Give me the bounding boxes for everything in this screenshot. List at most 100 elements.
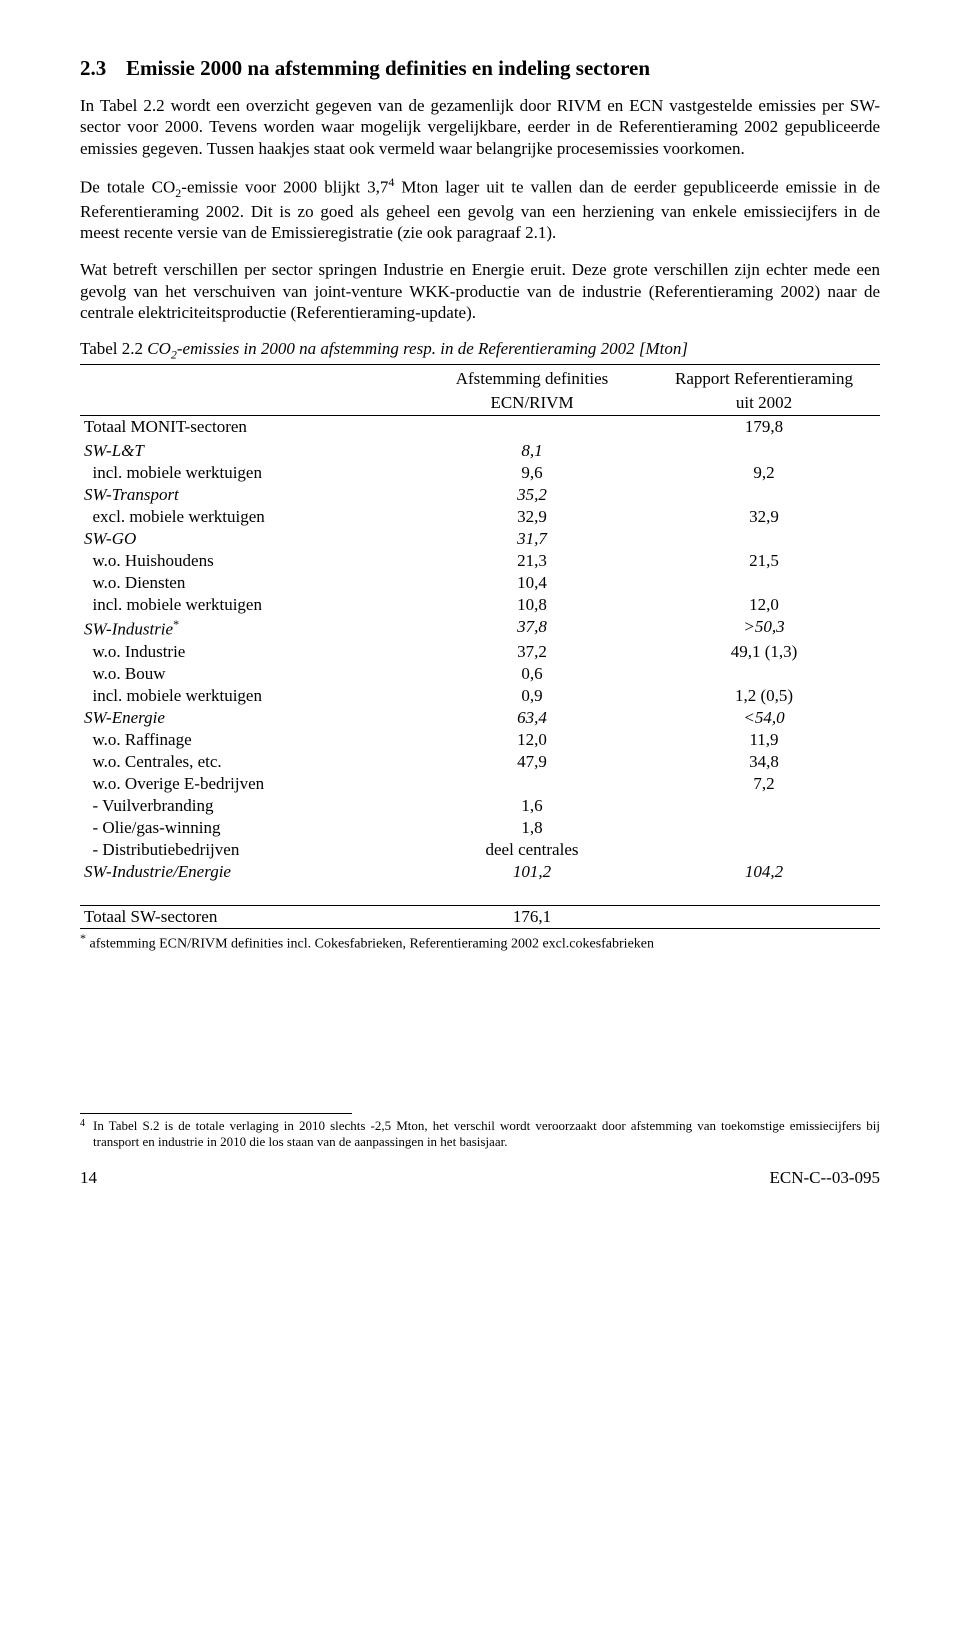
row-c1: 21,3 — [416, 550, 648, 572]
footnote-rule — [80, 1113, 352, 1114]
row-c1: 12,0 — [416, 729, 648, 751]
table-footnote: * afstemming ECN/RIVM definities incl. C… — [80, 929, 880, 953]
table-row: SW-Transport35,2 — [80, 484, 880, 506]
table-total-row: Totaal SW-sectoren176,1 — [80, 906, 880, 929]
row-label: Totaal MONIT-sectoren — [80, 416, 416, 439]
th-empty — [80, 367, 416, 391]
table-row: incl. mobiele werktuigen9,69,2 — [80, 462, 880, 484]
row-label: w.o. Bouw — [80, 663, 416, 685]
th-c1a: Afstemming definities — [416, 367, 648, 391]
row-c1: 0,6 — [416, 663, 648, 685]
row-c2 — [648, 572, 880, 594]
row-c2: 11,9 — [648, 729, 880, 751]
row-c2 — [648, 440, 880, 462]
row-label: w.o. Overige E-bedrijven — [80, 773, 416, 795]
row-label: incl. mobiele werktuigen — [80, 685, 416, 707]
table-row: w.o. Industrie37,249,1 (1,3) — [80, 641, 880, 663]
row-c2 — [648, 839, 880, 861]
row-c2 — [648, 663, 880, 685]
row-label: SW-L&T — [80, 440, 416, 462]
paragraph-3: Wat betreft verschillen per sector sprin… — [80, 259, 880, 323]
table-row: w.o. Bouw0,6 — [80, 663, 880, 685]
paragraph-1: In Tabel 2.2 wordt een overzicht gegeven… — [80, 95, 880, 159]
row-c1: 31,7 — [416, 528, 648, 550]
row-c2: 12,0 — [648, 594, 880, 616]
row-c1: 37,8 — [416, 616, 648, 641]
table-row: - Vuilverbranding1,6 — [80, 795, 880, 817]
cap-c: -emissies in 2000 na afstemming resp. in… — [177, 339, 688, 358]
section-heading: 2.3Emissie 2000 na afstemming definities… — [80, 56, 880, 81]
table-row: w.o. Diensten10,4 — [80, 572, 880, 594]
row-c1 — [416, 773, 648, 795]
row-c1: 101,2 — [416, 861, 648, 883]
table-row: Totaal MONIT-sectoren 179,8 — [80, 416, 880, 439]
page-number: 14 — [80, 1168, 97, 1188]
page: 2.3Emissie 2000 na afstemming definities… — [0, 0, 960, 1228]
row-c2: 21,5 — [648, 550, 880, 572]
footnote-4-number: 4 — [80, 1118, 85, 1151]
table-row: incl. mobiele werktuigen0,91,2 (0,5) — [80, 685, 880, 707]
cap-b: CO — [147, 339, 171, 358]
row-c1: 63,4 — [416, 707, 648, 729]
total-label: Totaal SW-sectoren — [80, 906, 416, 929]
row-label: SW-Transport — [80, 484, 416, 506]
row-c2 — [648, 484, 880, 506]
table-row: - Distributiebedrijvendeel centrales — [80, 839, 880, 861]
row-c1: 1,8 — [416, 817, 648, 839]
row-c2: 32,9 — [648, 506, 880, 528]
page-footer: 14 ECN-C--03-095 — [80, 1168, 880, 1188]
row-label: SW-Industrie/Energie — [80, 861, 416, 883]
table-row: - Olie/gas-winning1,8 — [80, 817, 880, 839]
emissions-table: Afstemming definities Rapport Referentie… — [80, 367, 880, 929]
row-c2: 179,8 — [648, 416, 880, 439]
row-label: w.o. Industrie — [80, 641, 416, 663]
row-c2: 49,1 (1,3) — [648, 641, 880, 663]
table-row: SW-Industrie*37,8>50,3 — [80, 616, 880, 641]
row-c1: 9,6 — [416, 462, 648, 484]
table-row: incl. mobiele werktuigen10,812,0 — [80, 594, 880, 616]
row-c1: 1,6 — [416, 795, 648, 817]
row-c2 — [648, 795, 880, 817]
footnote-4: 4 In Tabel S.2 is de totale verlaging in… — [80, 1118, 880, 1151]
paragraph-2: De totale CO2-emissie voor 2000 blijkt 3… — [80, 175, 880, 244]
row-c1: 32,9 — [416, 506, 648, 528]
row-c1: 47,9 — [416, 751, 648, 773]
table-footnote-text: afstemming ECN/RIVM definities incl. Cok… — [86, 937, 654, 952]
row-c2: 9,2 — [648, 462, 880, 484]
table-body: Totaal MONIT-sectoren 179,8SW-L&T8,1 incl… — [80, 416, 880, 929]
table-row — [80, 883, 880, 906]
footnote-4-text: In Tabel S.2 is de totale verlaging in 2… — [93, 1118, 880, 1151]
row-label: - Distributiebedrijven — [80, 839, 416, 861]
row-label: SW-Industrie* — [80, 616, 416, 641]
table-row: w.o. Huishoudens21,321,5 — [80, 550, 880, 572]
table-row: excl. mobiele werktuigen32,932,9 — [80, 506, 880, 528]
row-label: w.o. Huishoudens — [80, 550, 416, 572]
doc-id: ECN-C--03-095 — [770, 1168, 880, 1188]
th-c1b: ECN/RIVM — [416, 391, 648, 416]
row-label: SW-Energie — [80, 707, 416, 729]
row-c1: 37,2 — [416, 641, 648, 663]
table-row: SW-L&T8,1 — [80, 440, 880, 462]
row-c1: 0,9 — [416, 685, 648, 707]
th-c2b: uit 2002 — [648, 391, 880, 416]
row-c1: deel centrales — [416, 839, 648, 861]
row-c2: 104,2 — [648, 861, 880, 883]
row-c2 — [648, 817, 880, 839]
row-c1: 35,2 — [416, 484, 648, 506]
row-label: - Vuilverbranding — [80, 795, 416, 817]
heading-title: Emissie 2000 na afstemming definities en… — [126, 56, 650, 80]
row-label: incl. mobiele werktuigen — [80, 594, 416, 616]
row-c2: >50,3 — [648, 616, 880, 641]
table-row: w.o. Centrales, etc.47,934,8 — [80, 751, 880, 773]
cap-a: Tabel 2.2 — [80, 339, 147, 358]
table-caption: Tabel 2.2 CO2-emissies in 2000 na afstem… — [80, 339, 880, 365]
row-label: w.o. Centrales, etc. — [80, 751, 416, 773]
table-row: w.o. Overige E-bedrijven7,2 — [80, 773, 880, 795]
row-c2: 1,2 (0,5) — [648, 685, 880, 707]
row-label: w.o. Diensten — [80, 572, 416, 594]
row-c1: 10,8 — [416, 594, 648, 616]
p2-a: De totale CO — [80, 177, 175, 196]
row-label: SW-GO — [80, 528, 416, 550]
heading-number: 2.3 — [80, 56, 126, 81]
table-row: SW-Energie63,4<54,0 — [80, 707, 880, 729]
